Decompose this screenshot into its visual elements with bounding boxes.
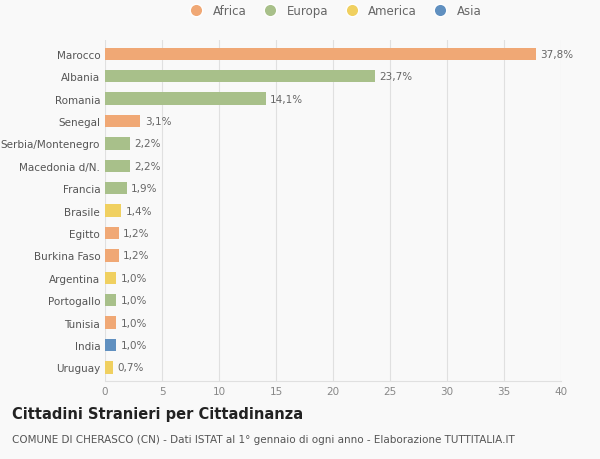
Bar <box>105 272 116 284</box>
Bar <box>105 205 121 217</box>
Text: 1,0%: 1,0% <box>121 273 148 283</box>
Text: 3,1%: 3,1% <box>145 117 172 127</box>
Bar <box>105 93 266 106</box>
Text: 1,9%: 1,9% <box>131 184 158 194</box>
Bar <box>105 138 130 150</box>
Text: 1,0%: 1,0% <box>121 318 148 328</box>
Text: Cittadini Stranieri per Cittadinanza: Cittadini Stranieri per Cittadinanza <box>12 406 303 421</box>
Bar <box>105 116 140 128</box>
Text: 2,2%: 2,2% <box>134 139 161 149</box>
Bar <box>105 294 116 307</box>
Text: 2,2%: 2,2% <box>134 162 161 172</box>
Bar <box>105 183 127 195</box>
Text: 1,0%: 1,0% <box>121 296 148 306</box>
Bar <box>105 339 116 351</box>
Bar <box>105 71 375 83</box>
Text: 1,2%: 1,2% <box>123 251 150 261</box>
Text: 37,8%: 37,8% <box>541 50 574 60</box>
Bar <box>105 361 113 374</box>
Bar <box>105 227 119 240</box>
Text: COMUNE DI CHERASCO (CN) - Dati ISTAT al 1° gennaio di ogni anno - Elaborazione T: COMUNE DI CHERASCO (CN) - Dati ISTAT al … <box>12 434 515 444</box>
Text: 1,0%: 1,0% <box>121 340 148 350</box>
Text: 23,7%: 23,7% <box>380 72 413 82</box>
Text: 1,4%: 1,4% <box>125 206 152 216</box>
Bar <box>105 317 116 329</box>
Bar <box>105 49 536 61</box>
Text: 14,1%: 14,1% <box>271 95 304 104</box>
Bar <box>105 160 130 173</box>
Legend: Africa, Europa, America, Asia: Africa, Europa, America, Asia <box>182 3 484 21</box>
Bar <box>105 250 119 262</box>
Text: 0,7%: 0,7% <box>118 363 144 373</box>
Text: 1,2%: 1,2% <box>123 229 150 239</box>
